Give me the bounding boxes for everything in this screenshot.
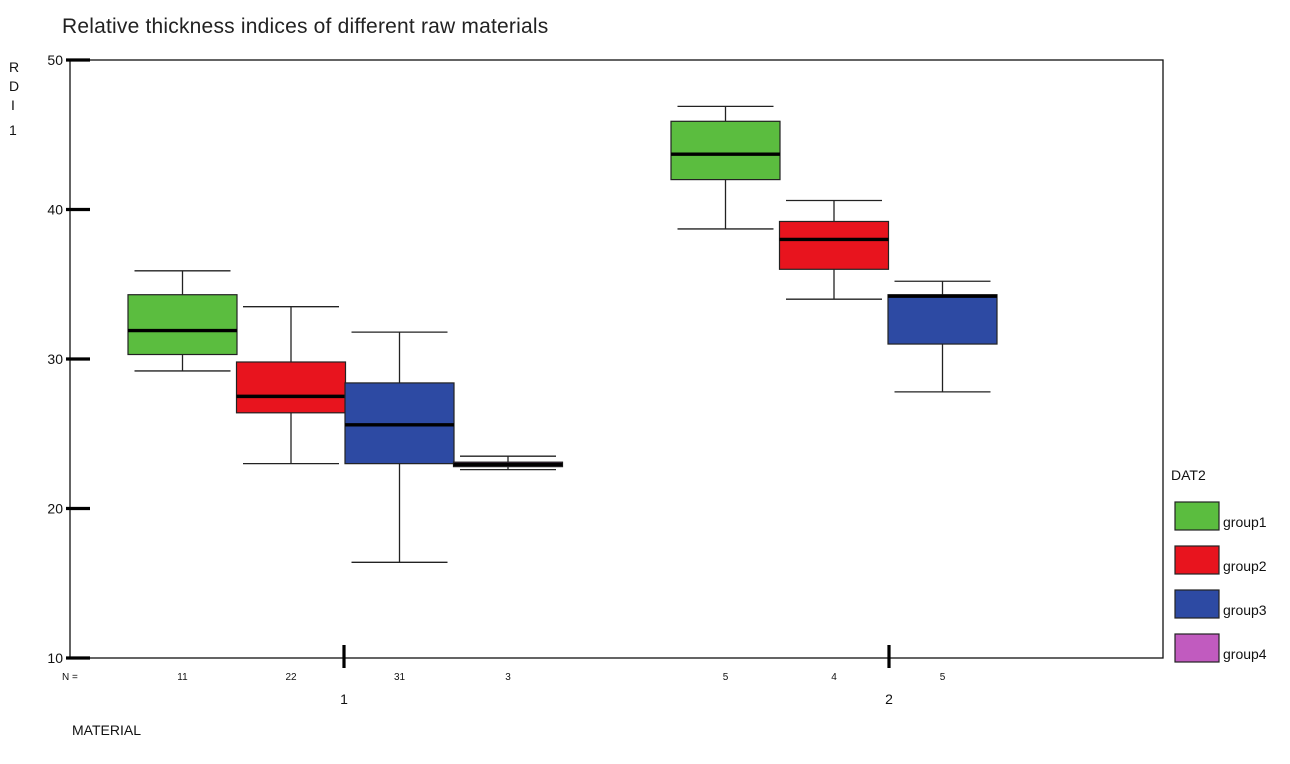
box-2-group1	[670, 105, 781, 230]
chart-title: Relative thickness indices of different …	[62, 15, 548, 38]
y-tick-label: 10	[47, 650, 63, 666]
legend-item-group1: group1	[1174, 501, 1267, 531]
y-tick-label: 40	[47, 202, 63, 218]
box-1-group1	[127, 270, 238, 372]
legend-item-group4: group4	[1174, 633, 1267, 663]
n-label: 31	[394, 672, 406, 683]
legend: DAT2 group1 group2 group3 group4	[1171, 467, 1267, 663]
plot-area-frame	[69, 59, 1164, 659]
x-tick-label: 2	[885, 691, 893, 707]
x-tick-label: 1	[340, 691, 348, 707]
legend-swatch	[1174, 501, 1220, 531]
legend-item-group2: group2	[1174, 545, 1267, 575]
box-iqr	[670, 120, 781, 181]
box-2-group3	[887, 280, 998, 393]
legend-label: group1	[1223, 514, 1267, 530]
legend-label: group3	[1223, 602, 1267, 618]
legend-swatch	[1174, 545, 1220, 575]
n-label: 3	[505, 672, 511, 683]
n-label: 5	[723, 672, 729, 683]
n-label: 11	[177, 672, 188, 683]
n-label: 4	[831, 672, 837, 683]
n-label-prefix: N =	[62, 672, 78, 683]
legend-swatch	[1174, 589, 1220, 619]
box-1-group2	[235, 306, 347, 465]
legend-title: DAT2	[1171, 467, 1206, 483]
y-axis: 10 20 30 40 50	[47, 52, 90, 666]
n-label: 22	[285, 672, 297, 683]
box-2-group2	[778, 199, 890, 300]
box-1-group4	[452, 455, 564, 471]
legend-swatch	[1174, 633, 1220, 663]
boxes	[127, 105, 998, 563]
y-axis-label-letter: R	[9, 59, 19, 75]
y-tick-label: 20	[47, 501, 63, 517]
y-tick-label: 50	[47, 52, 63, 68]
legend-item-group3: group3	[1174, 589, 1267, 619]
legend-label: group2	[1223, 558, 1267, 574]
legend-label: group4	[1223, 646, 1267, 662]
y-axis-label-letter: I	[11, 97, 15, 113]
box-iqr	[887, 294, 998, 345]
n-labels: N = 11 22 31 3 5 4 5	[62, 672, 946, 683]
x-axis-label: MATERIAL	[72, 722, 141, 738]
y-tick-label: 30	[47, 351, 63, 367]
y-axis-label-letter: D	[9, 78, 19, 94]
y-axis-label: R D I 1	[9, 59, 19, 138]
y-axis-label-letter: 1	[9, 122, 17, 138]
n-label: 5	[940, 672, 946, 683]
box-iqr	[127, 294, 238, 356]
box-1-group3	[344, 331, 455, 563]
box-iqr	[778, 220, 890, 270]
box-iqr	[235, 361, 347, 414]
